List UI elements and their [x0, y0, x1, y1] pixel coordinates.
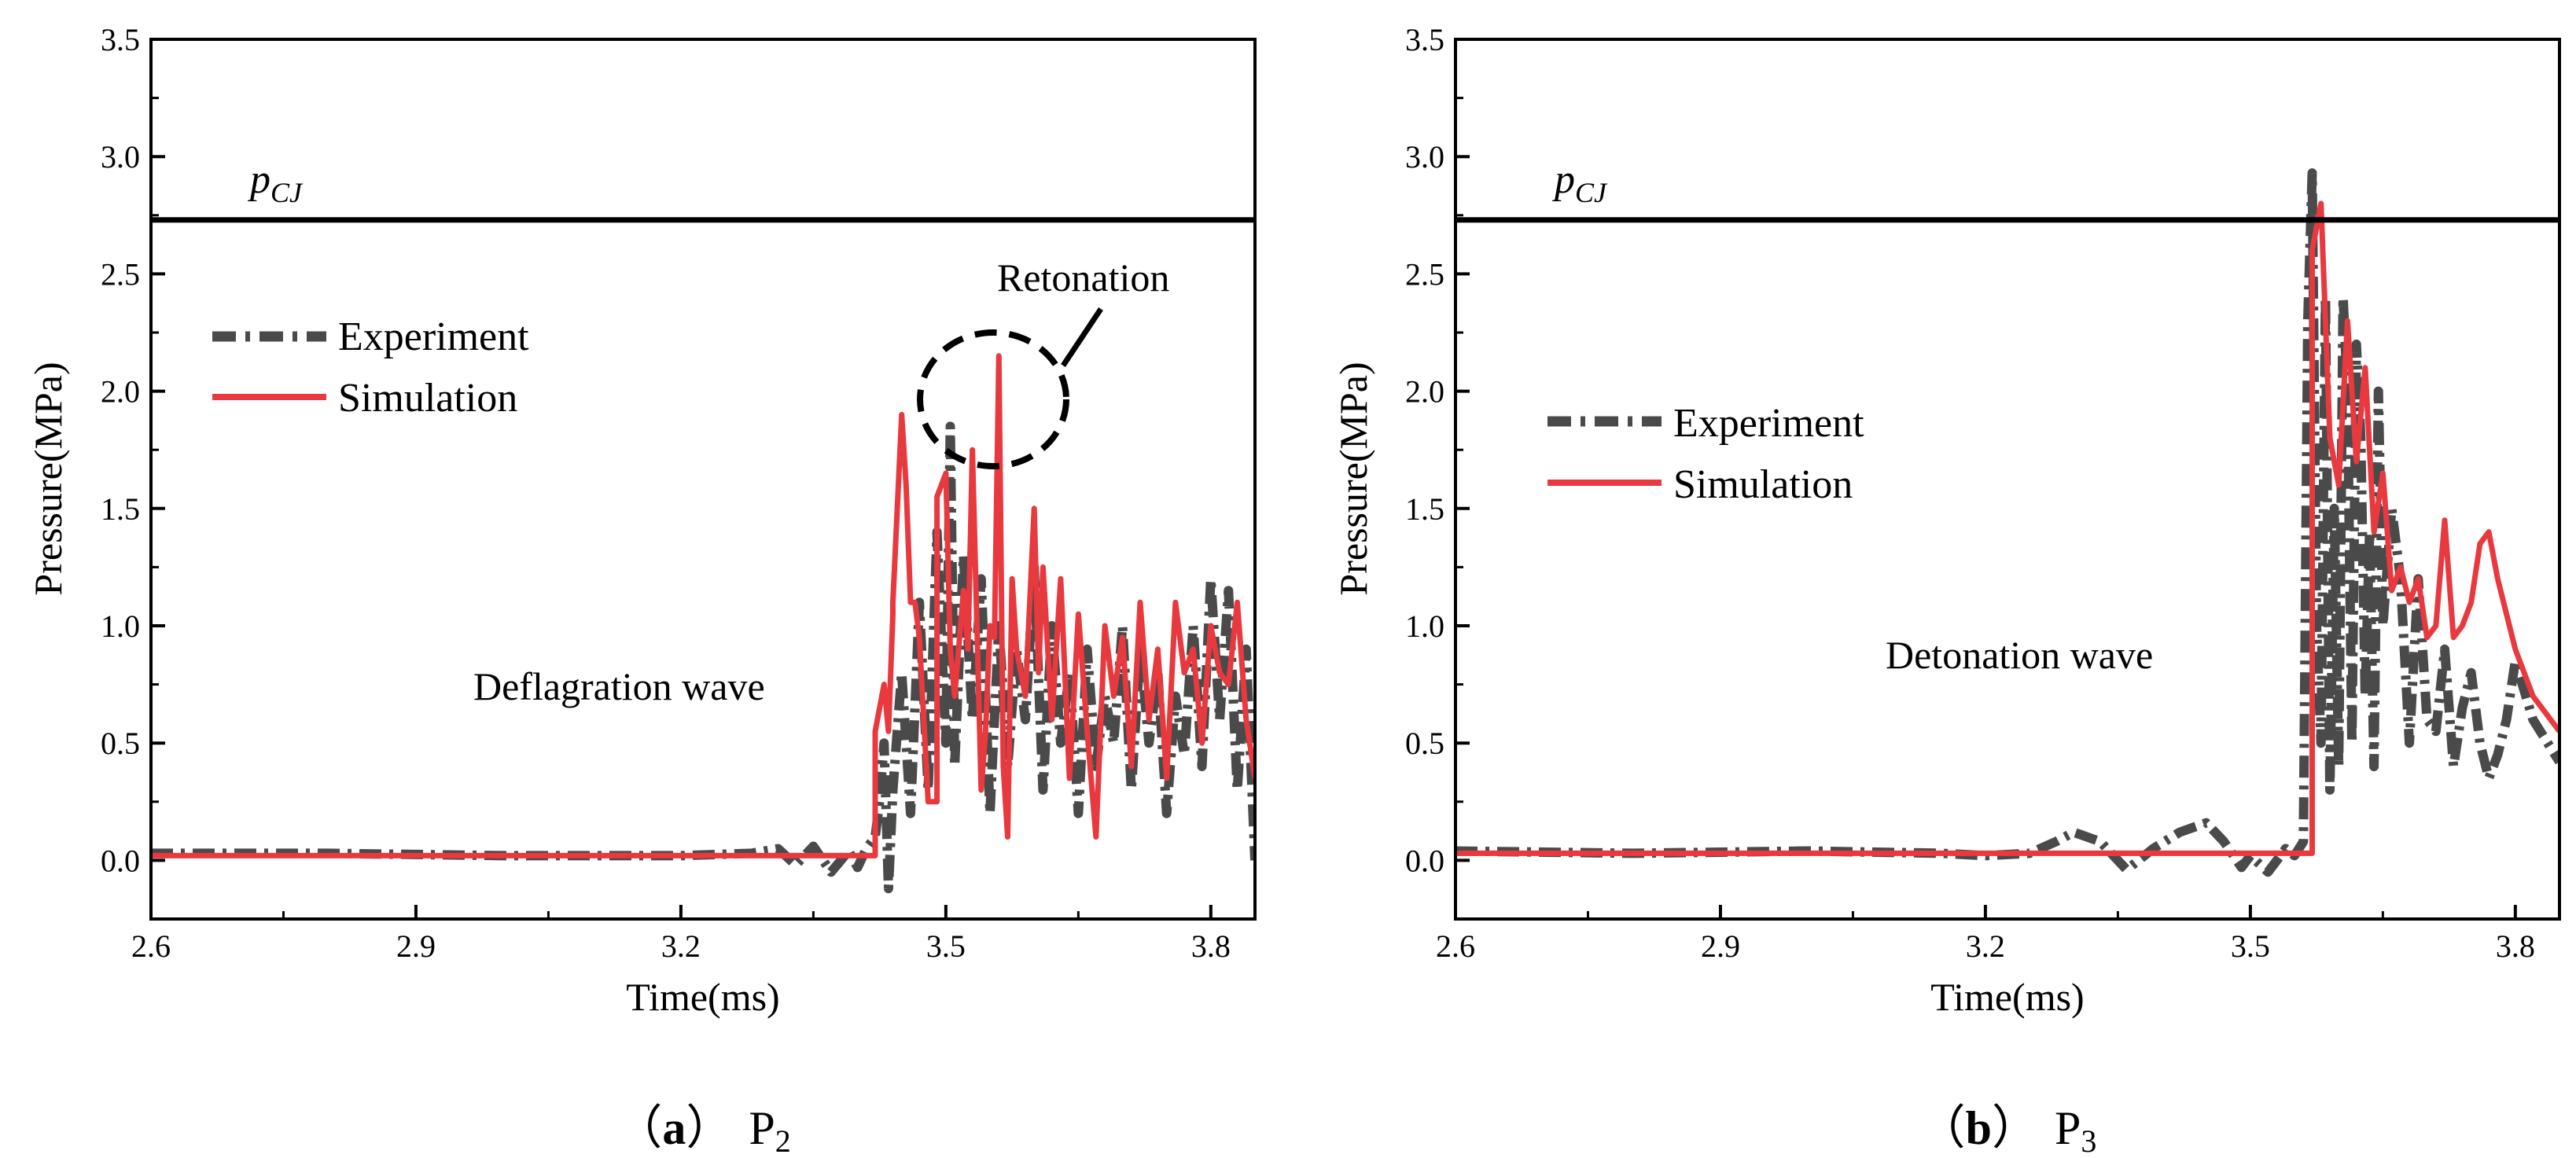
legend-simulation-label: Simulation [1673, 462, 1853, 507]
x-tick-label: 3.5 [2231, 928, 2270, 964]
x-tick-label: 3.2 [1966, 928, 2005, 964]
panel-a: 2.6 2.9 3.2 3.5 3.8 0.0 0.5 1.0 1.5 2.0 2.5 3.0 3.5… [26, 22, 1257, 1158]
legend-simulation-label: Simulation [338, 376, 517, 421]
legend-experiment-label: Experiment [1673, 401, 1864, 446]
x-axis-ticks: 2.6 2.9 3.2 3.5 3.8 [1436, 905, 2535, 964]
x-tick-label: 2.6 [131, 928, 171, 964]
y-tick-label: 0.5 [101, 726, 140, 761]
caption-b: （b） P3 [1919, 1102, 2097, 1158]
y-axis-label: Pressure(MPa) [1331, 362, 1375, 595]
simulation-polyline [1455, 200, 2559, 856]
deflagration-wave-annotation: Deflagration wave [473, 664, 765, 708]
simulation-series-line [151, 353, 1255, 858]
experiment-polyline [151, 421, 1255, 894]
y-tick-label: 0.5 [1405, 726, 1444, 761]
detonation-wave-annotation: Detonation wave [1886, 633, 2153, 677]
y-tick-label: 1.0 [1405, 608, 1444, 644]
y-axis-label: Pressure(MPa) [26, 362, 70, 595]
x-tick-label: 2.9 [396, 928, 436, 964]
y-tick-label: 3.0 [1405, 139, 1444, 175]
legend-experiment-label: Experiment [338, 314, 529, 359]
x-tick-label: 2.9 [1701, 928, 1740, 964]
y-tick-label: 1.0 [101, 608, 140, 644]
retonation-circle [917, 329, 1069, 469]
experiment-series-line [1455, 168, 2559, 877]
x-tick-label: 3.8 [2496, 928, 2535, 964]
simulation-series-line [1455, 200, 2559, 856]
x-axis-ticks: 2.6 2.9 3.2 3.5 3.8 [131, 905, 1231, 964]
y-tick-label: 2.5 [101, 256, 140, 292]
plot-frame [149, 38, 1257, 921]
x-tick-label: 3.2 [661, 928, 701, 964]
simulation-polyline [151, 353, 1255, 858]
y-axis-ticks: 0.0 0.5 1.0 1.5 2.0 2.5 3.0 3.5 [1405, 22, 1470, 878]
experiment-series-line [151, 421, 1255, 894]
y-tick-label: 3.5 [101, 22, 140, 57]
x-axis-label: Time(ms) [626, 975, 779, 1019]
y-tick-label: 2.5 [1405, 256, 1444, 292]
x-axis-label: Time(ms) [1930, 975, 2084, 1019]
legend: Experiment Simulation [212, 314, 529, 421]
y-axis-ticks: 0.0 0.5 1.0 1.5 2.0 2.5 3.0 3.5 [101, 22, 165, 878]
y-tick-label: 2.0 [101, 374, 140, 410]
y-tick-label: 1.5 [101, 491, 140, 527]
caption-a: （a） P2 [615, 1102, 790, 1158]
y-tick-label: 3.5 [1405, 22, 1444, 57]
y-tick-label: 0.0 [101, 843, 140, 878]
retonation-annotation: Retonation [997, 255, 1169, 300]
y-tick-label: 3.0 [101, 139, 140, 175]
x-tick-label: 2.6 [1436, 928, 1475, 964]
y-tick-label: 1.5 [1405, 491, 1444, 527]
panel-b: 2.6 2.9 3.2 3.5 3.8 0.0 0.5 1.0 1.5 2.0 2.5 3.0 3.5… [1331, 22, 2561, 1158]
y-tick-label: 0.0 [1405, 843, 1444, 878]
y-tick-label: 2.0 [1405, 374, 1444, 410]
x-tick-label: 3.5 [926, 928, 966, 964]
retonation-arrow [1061, 307, 1103, 367]
plot-frame [1454, 38, 2561, 921]
x-tick-label: 3.8 [1191, 928, 1231, 964]
pcj-label: pCJ [247, 157, 304, 208]
legend: Experiment Simulation [1547, 401, 1864, 507]
pcj-label: pCJ [1551, 157, 1608, 208]
experiment-polyline [1455, 168, 2559, 877]
